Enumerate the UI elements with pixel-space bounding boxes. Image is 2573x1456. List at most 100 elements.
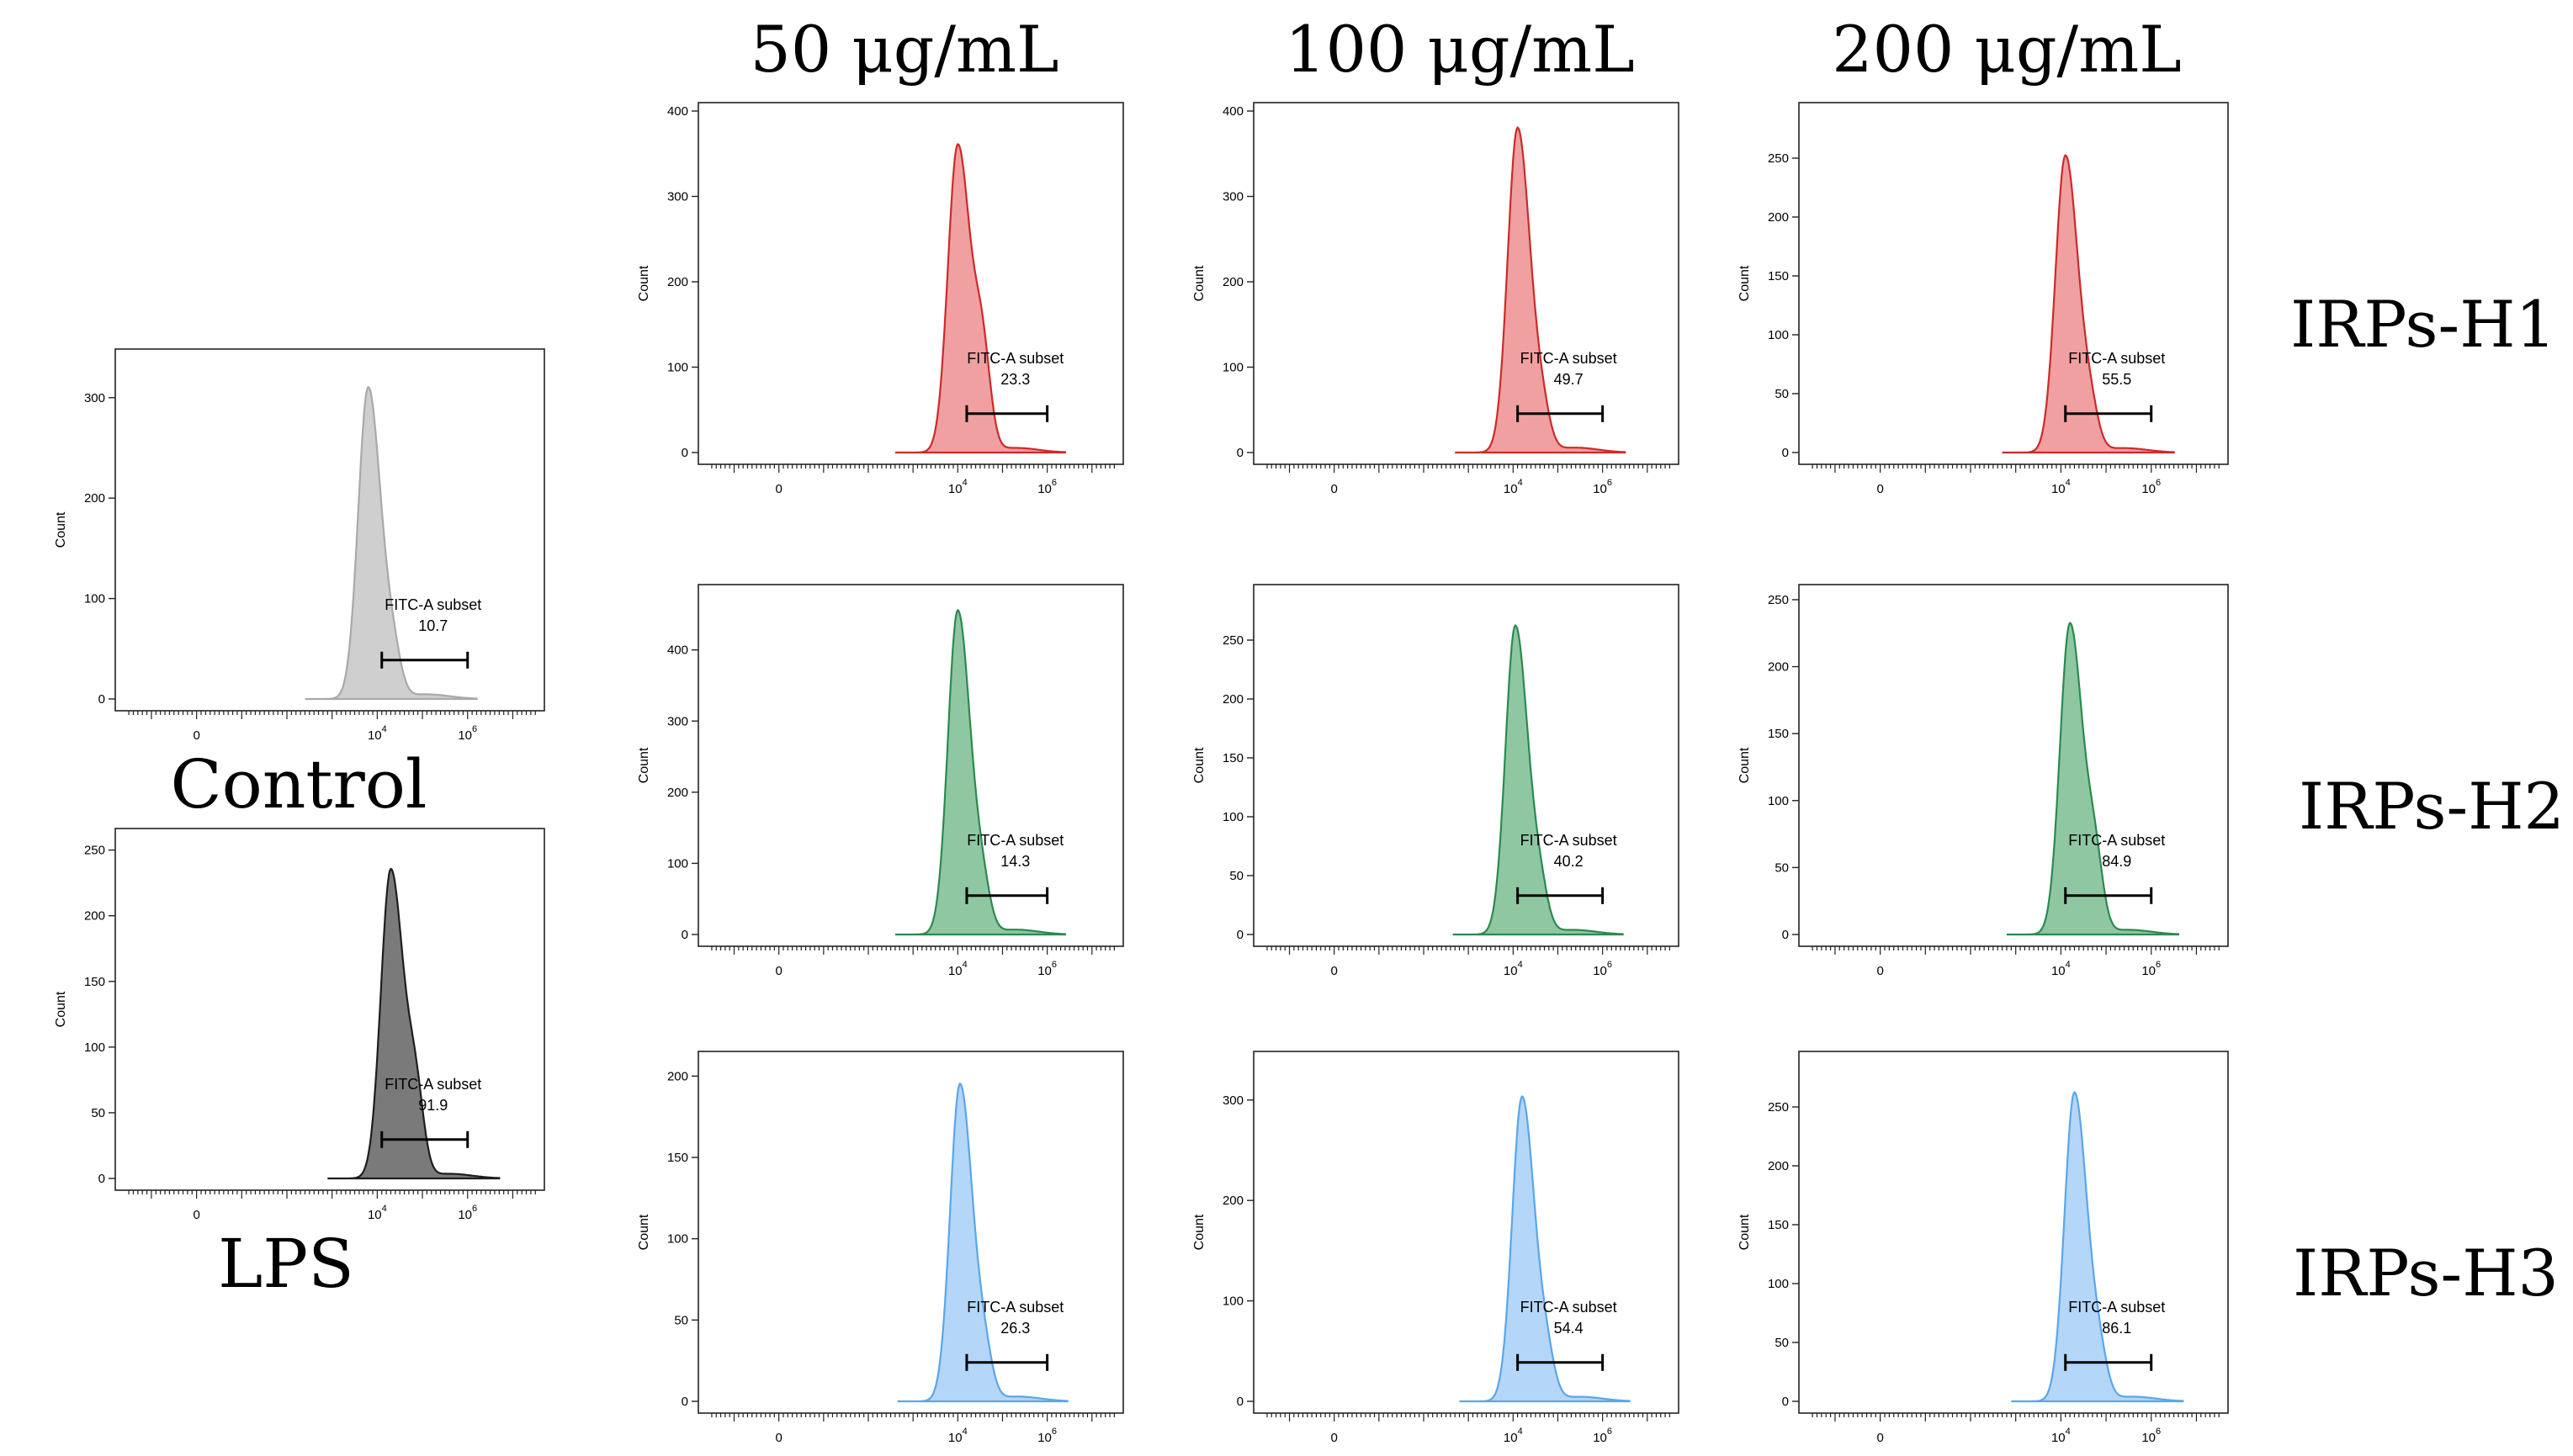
histogram-curve [2011, 1090, 2184, 1403]
x-tick-label: 104 [368, 724, 387, 743]
y-axis-label: Count [1192, 747, 1207, 783]
gate-label: FITC-A subset [2068, 350, 2165, 367]
y-tick-label: 150 [1768, 1218, 1789, 1232]
x-tick-label: 104 [1504, 960, 1523, 978]
y-axis-label: Count [1737, 747, 1752, 783]
y-tick-label: 250 [1768, 1100, 1789, 1115]
x-tick-label: 0 [776, 482, 783, 496]
y-tick-label: 100 [84, 1040, 105, 1055]
y-axis-label: Count [637, 747, 651, 783]
x-tick-label: 106 [1593, 478, 1612, 496]
col-header-100: 100 μg/mL [1285, 12, 1634, 87]
gate-value: 49.7 [1554, 371, 1584, 388]
plot-frame [698, 102, 1124, 465]
y-tick-label: 100 [667, 361, 688, 375]
gate-value: 10.7 [418, 617, 448, 634]
x-tick-label: 0 [1876, 1431, 1883, 1445]
plot-frame [1798, 1051, 2229, 1414]
y-tick-label: 0 [1237, 446, 1244, 460]
y-tick-label: 200 [84, 909, 105, 924]
x-tick-label: 104 [948, 1427, 968, 1445]
y-tick-label: 0 [1237, 1395, 1244, 1409]
y-axis-label: Count [637, 265, 651, 301]
y-tick-label: 100 [667, 1232, 688, 1247]
y-tick-label: 200 [1768, 660, 1789, 675]
y-axis-label: Count [54, 511, 68, 548]
y-tick-label: 200 [1768, 1159, 1789, 1173]
y-tick-label: 200 [667, 786, 688, 800]
gate-label: FITC-A subset [2068, 1299, 2165, 1316]
x-tick-label: 106 [2141, 478, 2161, 496]
row-label-h1: IRPs-H1 [2290, 287, 2556, 362]
gate-label: FITC-A subset [1520, 1299, 1617, 1316]
y-axis-label: Count [1192, 265, 1207, 301]
y-tick-label: 0 [1782, 1395, 1789, 1409]
gate-label: FITC-A subset [1520, 350, 1617, 367]
x-tick-label: 104 [1504, 478, 1523, 496]
histogram-h3-100: 0 100 200 300 Count 0 104 106 FITC-A subset 54.4 [1192, 1051, 1679, 1445]
x-tick-label: 0 [776, 964, 783, 978]
y-tick-label: 250 [84, 844, 105, 858]
y-tick-label: 50 [1775, 387, 1789, 401]
x-tick-label: 0 [1876, 482, 1883, 496]
y-tick-label: 100 [1223, 810, 1244, 824]
x-tick-label: 0 [776, 1431, 783, 1445]
y-tick-label: 50 [91, 1106, 105, 1120]
y-tick-label: 0 [1237, 928, 1244, 942]
x-tick-label: 104 [368, 1204, 387, 1222]
y-axis-label: Count [1192, 1214, 1207, 1250]
histogram-h1-200: 0 50 100 150 200 250 Count 0 104 106 FITC-A subset… [1737, 102, 2229, 496]
histogram-lps: 0 50 100 150 200 250 Count 0 104 106 FITC-A subset… [54, 828, 545, 1222]
x-tick-label: 0 [1331, 964, 1338, 978]
histogram-h2-50: 0 100 200 300 400 Count 0 104 106 FITC-A subset 14… [637, 584, 1124, 978]
gate-value: 55.5 [2102, 371, 2131, 388]
x-tick-label: 104 [2051, 478, 2071, 496]
y-tick-label: 0 [682, 1395, 688, 1409]
x-tick-label: 106 [2141, 960, 2161, 978]
lps-caption: LPS [218, 1225, 354, 1303]
y-tick-label: 200 [1223, 275, 1244, 289]
histogram-h3-50: 0 50 100 150 200 Count 0 104 106 FITC-A subset 26.… [637, 1051, 1124, 1445]
gate-value: 23.3 [1000, 371, 1030, 388]
x-tick-label: 0 [193, 728, 199, 743]
y-tick-label: 100 [1768, 1277, 1789, 1291]
y-tick-label: 100 [1768, 794, 1789, 808]
x-tick-label: 106 [1037, 478, 1057, 496]
gate-label: FITC-A subset [967, 1299, 1064, 1316]
histogram-curve [1452, 623, 1624, 936]
histogram-curve [894, 608, 1066, 936]
histogram-curve [894, 142, 1066, 454]
x-tick-label: 0 [193, 1208, 199, 1222]
y-tick-label: 100 [1223, 361, 1244, 375]
y-tick-label: 150 [1768, 269, 1789, 283]
y-tick-label: 300 [1223, 1093, 1244, 1108]
x-tick-label: 106 [458, 1204, 477, 1222]
y-tick-label: 200 [1223, 692, 1244, 707]
gate-value: 84.9 [2102, 853, 2131, 870]
y-tick-label: 50 [1775, 860, 1789, 875]
histogram-panels: 0 100 200 300 Count 0 104 106 FITC-A subset 10.7 0… [54, 102, 2229, 1445]
gate-value: 91.9 [418, 1097, 448, 1114]
histogram-curve [2002, 154, 2175, 454]
control-caption: Control [170, 745, 427, 823]
y-axis-label: Count [1737, 1214, 1752, 1250]
histogram-curve [327, 867, 501, 1180]
y-tick-label: 0 [1782, 928, 1789, 942]
col-header-200: 200 μg/mL [1832, 12, 2181, 87]
row-label-h3: IRPs-H3 [2293, 1236, 2559, 1310]
plot-frame [1798, 102, 2229, 465]
col-header-50: 50 μg/mL [750, 12, 1058, 87]
histogram-h1-50: 0 100 200 300 400 Count 0 104 106 FITC-A subset 23… [637, 102, 1124, 496]
y-tick-label: 100 [1768, 328, 1789, 342]
y-tick-label: 100 [1223, 1295, 1244, 1309]
plot-frame [698, 584, 1124, 947]
x-tick-label: 106 [458, 724, 477, 743]
gate-label: FITC-A subset [1520, 832, 1617, 849]
y-tick-label: 150 [1768, 727, 1789, 741]
y-tick-label: 150 [667, 1151, 688, 1165]
gate-label: FITC-A subset [2068, 832, 2165, 849]
plot-frame [1253, 1051, 1679, 1414]
y-tick-label: 100 [667, 856, 688, 871]
y-tick-label: 250 [1768, 593, 1789, 607]
